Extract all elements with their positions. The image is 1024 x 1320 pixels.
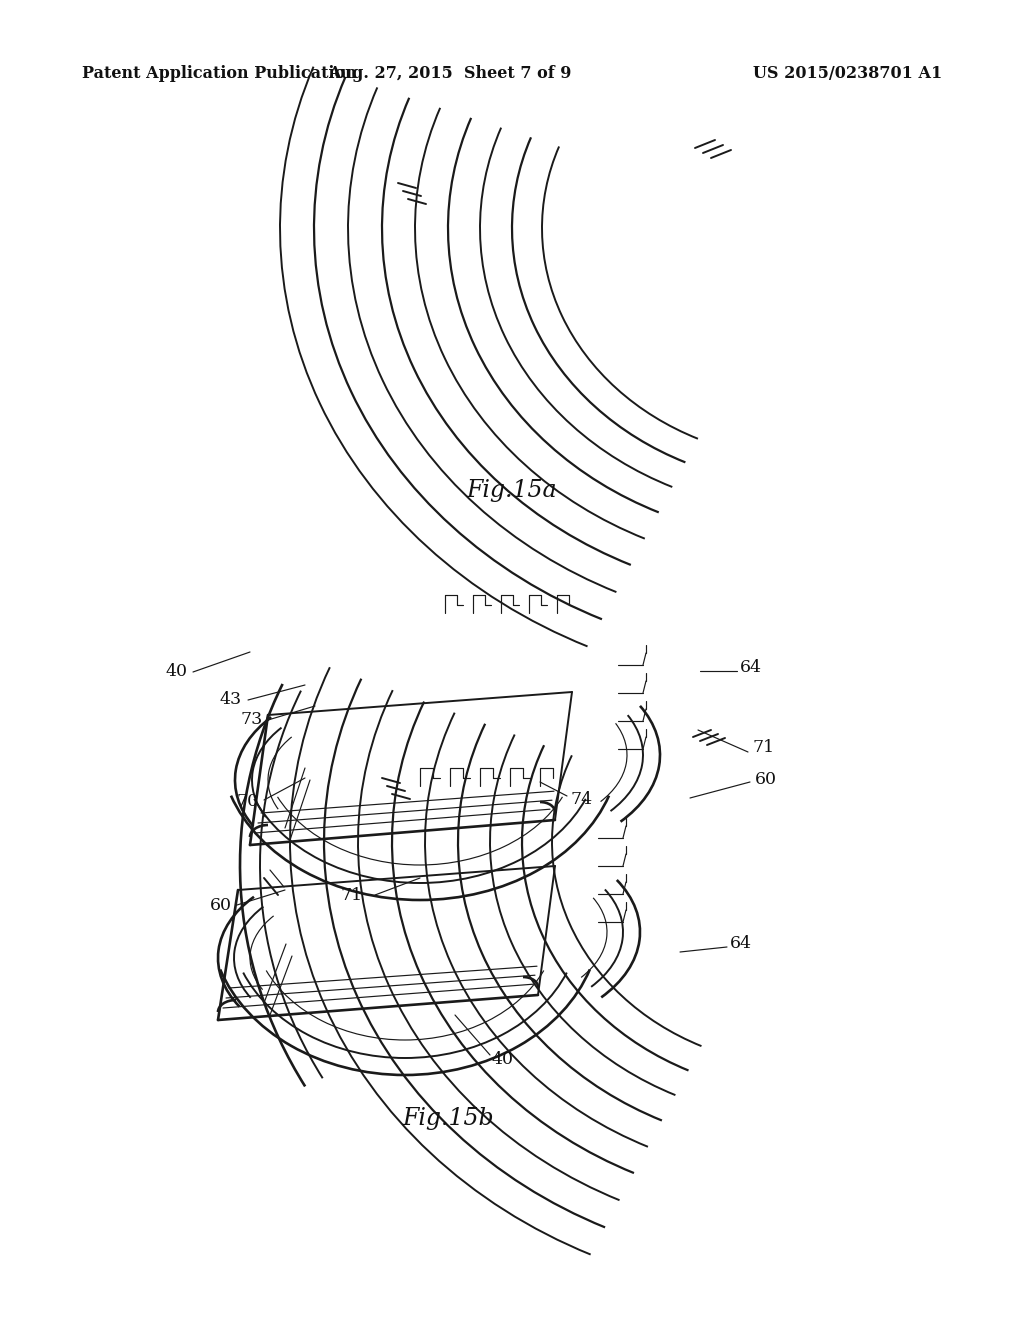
Text: 70: 70 (237, 793, 259, 810)
Text: US 2015/0238701 A1: US 2015/0238701 A1 (753, 65, 942, 82)
Text: 60: 60 (755, 771, 777, 788)
Text: 40: 40 (492, 1052, 514, 1068)
Text: Aug. 27, 2015  Sheet 7 of 9: Aug. 27, 2015 Sheet 7 of 9 (329, 65, 571, 82)
Text: 43: 43 (220, 692, 242, 709)
Text: Fig.15a: Fig.15a (467, 479, 557, 502)
Text: 71: 71 (752, 739, 774, 756)
Text: Patent Application Publication: Patent Application Publication (82, 65, 356, 82)
Text: 60: 60 (210, 896, 232, 913)
Text: 74: 74 (570, 792, 592, 808)
Text: 73: 73 (240, 711, 262, 729)
Text: Fig.15b: Fig.15b (402, 1106, 494, 1130)
Text: 64: 64 (730, 936, 752, 953)
Text: 71: 71 (340, 887, 362, 903)
Text: 40: 40 (165, 664, 187, 681)
Text: 64: 64 (740, 660, 762, 676)
